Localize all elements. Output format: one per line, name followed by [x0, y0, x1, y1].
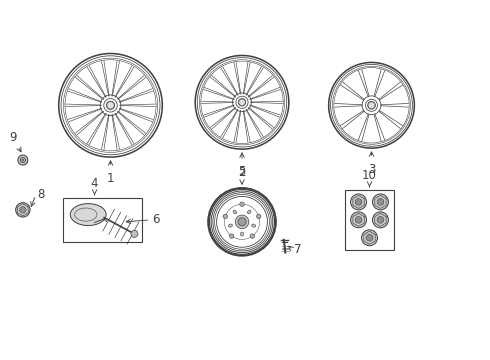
Text: 6: 6 — [152, 213, 160, 226]
Circle shape — [355, 216, 362, 223]
Circle shape — [350, 194, 367, 210]
Circle shape — [22, 159, 24, 161]
Circle shape — [16, 203, 30, 217]
Bar — [344, 190, 394, 250]
Circle shape — [239, 99, 245, 105]
Circle shape — [257, 214, 261, 219]
Circle shape — [223, 214, 227, 219]
Text: 8: 8 — [37, 188, 44, 202]
Circle shape — [366, 234, 373, 241]
Circle shape — [372, 212, 389, 228]
Circle shape — [350, 212, 367, 228]
Text: 4: 4 — [91, 177, 98, 190]
Circle shape — [368, 102, 375, 109]
Text: 3: 3 — [368, 163, 375, 176]
Circle shape — [18, 155, 28, 165]
Ellipse shape — [233, 210, 237, 214]
Circle shape — [250, 234, 255, 238]
Circle shape — [229, 234, 234, 238]
Ellipse shape — [247, 210, 251, 214]
Text: 9: 9 — [9, 131, 17, 144]
Circle shape — [235, 215, 249, 229]
Circle shape — [377, 199, 384, 205]
Text: 2: 2 — [238, 166, 246, 179]
Circle shape — [372, 194, 389, 210]
Circle shape — [355, 199, 362, 205]
Ellipse shape — [70, 204, 106, 226]
Text: 1: 1 — [107, 172, 114, 185]
Ellipse shape — [252, 224, 256, 227]
Circle shape — [20, 207, 26, 213]
Circle shape — [131, 230, 138, 237]
Text: 7: 7 — [294, 243, 301, 256]
Ellipse shape — [241, 232, 244, 236]
Circle shape — [107, 102, 114, 109]
Bar — [63, 198, 143, 242]
Ellipse shape — [228, 224, 232, 227]
Text: 5: 5 — [238, 165, 245, 178]
Circle shape — [20, 157, 25, 163]
Circle shape — [377, 216, 384, 223]
Circle shape — [238, 218, 246, 226]
Circle shape — [362, 230, 377, 246]
Circle shape — [240, 202, 244, 206]
Text: 10: 10 — [362, 169, 377, 182]
